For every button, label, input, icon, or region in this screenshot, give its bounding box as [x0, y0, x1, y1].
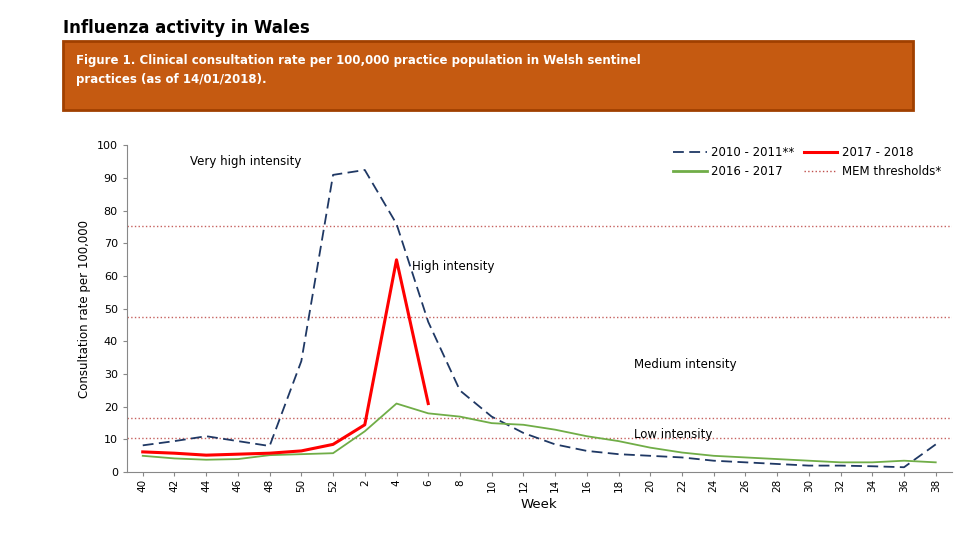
Y-axis label: Consultation rate per 100,000: Consultation rate per 100,000: [78, 220, 92, 398]
Text: High intensity: High intensity: [413, 260, 495, 273]
Text: Low intensity: Low intensity: [634, 428, 712, 441]
Text: Figure 1. Clinical consultation rate per 100,000 practice population in Welsh se: Figure 1. Clinical consultation rate per…: [76, 54, 641, 86]
Text: Medium intensity: Medium intensity: [634, 358, 737, 371]
Text: Very high intensity: Very high intensity: [190, 155, 302, 169]
FancyBboxPatch shape: [63, 41, 913, 110]
Text: Influenza activity in Wales: Influenza activity in Wales: [63, 19, 310, 37]
Legend: 2010 - 2011**, 2016 - 2017, 2017 - 2018, MEM thresholds*: 2010 - 2011**, 2016 - 2017, 2017 - 2018,…: [669, 142, 946, 183]
X-axis label: Week: Week: [521, 498, 557, 511]
